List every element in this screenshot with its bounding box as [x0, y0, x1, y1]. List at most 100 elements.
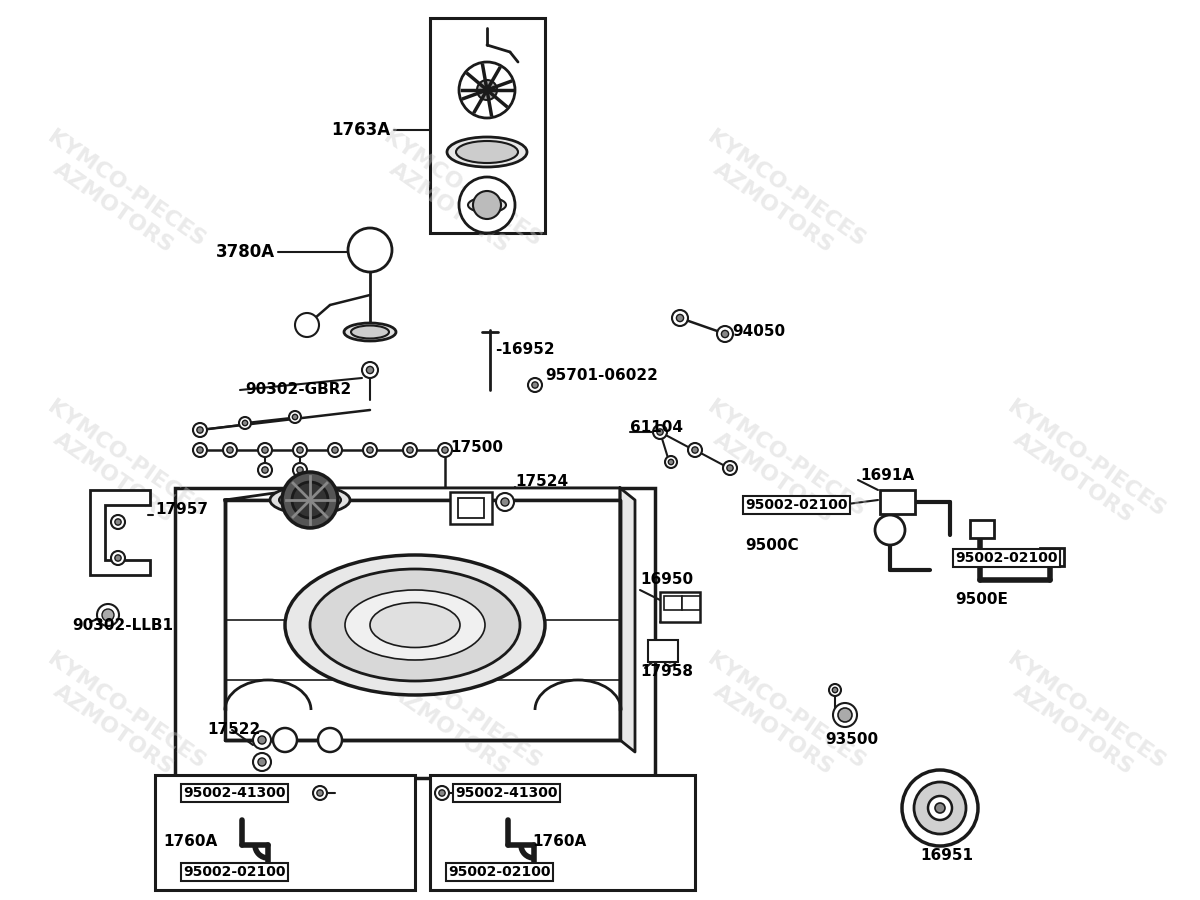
Bar — [430, 775, 695, 890]
Circle shape — [102, 609, 114, 621]
Circle shape — [313, 786, 326, 800]
Circle shape — [438, 443, 452, 457]
Circle shape — [332, 447, 338, 453]
Text: 93500: 93500 — [826, 733, 878, 748]
Ellipse shape — [286, 555, 545, 695]
Text: KYMCO-PIECES
AZMOTORS: KYMCO-PIECES AZMOTORS — [31, 127, 209, 269]
Polygon shape — [620, 488, 635, 752]
Circle shape — [115, 518, 121, 525]
Circle shape — [914, 782, 966, 834]
Text: KYMCO-PIECES
AZMOTORS: KYMCO-PIECES AZMOTORS — [991, 649, 1169, 791]
Text: 1763A: 1763A — [331, 121, 390, 139]
Bar — [450, 492, 492, 524]
Ellipse shape — [352, 326, 389, 338]
Circle shape — [718, 326, 733, 342]
Circle shape — [672, 310, 688, 326]
Text: 17500: 17500 — [450, 439, 503, 454]
Circle shape — [97, 604, 119, 626]
Circle shape — [838, 708, 852, 722]
Polygon shape — [90, 490, 150, 575]
Polygon shape — [226, 488, 620, 500]
Ellipse shape — [270, 486, 350, 514]
Text: 95002-41300: 95002-41300 — [455, 786, 558, 800]
Circle shape — [439, 790, 445, 796]
Circle shape — [665, 456, 677, 468]
Text: KYMCO-PIECES
AZMOTORS: KYMCO-PIECES AZMOTORS — [991, 397, 1169, 539]
Text: 95002-02100: 95002-02100 — [182, 865, 286, 879]
Text: 94050: 94050 — [732, 325, 785, 339]
Circle shape — [223, 443, 238, 457]
Circle shape — [652, 644, 664, 656]
Circle shape — [317, 790, 323, 796]
Text: 17958: 17958 — [640, 664, 694, 680]
Text: 9500E: 9500E — [955, 592, 1008, 608]
Ellipse shape — [278, 490, 341, 510]
Ellipse shape — [370, 602, 460, 647]
Circle shape — [655, 647, 661, 652]
Text: 16950: 16950 — [640, 572, 694, 588]
Circle shape — [328, 443, 342, 457]
Circle shape — [436, 786, 449, 800]
Circle shape — [293, 443, 307, 457]
Circle shape — [721, 330, 728, 338]
Text: KYMCO-PIECES
AZMOTORS: KYMCO-PIECES AZMOTORS — [367, 649, 545, 791]
Circle shape — [829, 684, 841, 696]
Circle shape — [295, 313, 319, 337]
Ellipse shape — [344, 323, 396, 341]
Bar — [458, 498, 484, 518]
Circle shape — [296, 467, 304, 473]
Circle shape — [293, 463, 307, 477]
Circle shape — [833, 703, 857, 727]
Text: KYMCO-PIECES
AZMOTORS: KYMCO-PIECES AZMOTORS — [31, 649, 209, 791]
Text: 95002-02100: 95002-02100 — [448, 865, 551, 879]
Ellipse shape — [468, 197, 506, 212]
Bar — [430, 18, 545, 233]
Circle shape — [289, 411, 301, 423]
Text: 90302-LLB1: 90302-LLB1 — [72, 617, 173, 633]
Circle shape — [407, 447, 413, 453]
Bar — [175, 488, 655, 778]
Circle shape — [367, 447, 373, 453]
Circle shape — [473, 191, 502, 219]
Circle shape — [253, 753, 271, 771]
Circle shape — [239, 417, 251, 429]
Text: 90302-GBR2: 90302-GBR2 — [245, 382, 352, 398]
Circle shape — [532, 382, 538, 388]
Circle shape — [115, 554, 121, 562]
Text: 95002-41300: 95002-41300 — [182, 786, 286, 800]
Text: 17522: 17522 — [208, 723, 260, 737]
Circle shape — [103, 610, 113, 620]
Text: KYMCO-PIECES
AZMOTORS: KYMCO-PIECES AZMOTORS — [691, 127, 869, 269]
Circle shape — [193, 443, 208, 457]
Circle shape — [348, 228, 392, 272]
Circle shape — [677, 314, 684, 321]
Circle shape — [227, 447, 233, 453]
Circle shape — [928, 796, 952, 820]
Ellipse shape — [446, 137, 527, 167]
Circle shape — [282, 472, 338, 528]
Circle shape — [262, 447, 268, 453]
Circle shape — [197, 427, 203, 433]
Circle shape — [688, 443, 702, 457]
Text: 16951: 16951 — [920, 848, 973, 862]
Circle shape — [318, 728, 342, 752]
Circle shape — [274, 728, 298, 752]
Circle shape — [727, 464, 733, 472]
Circle shape — [667, 657, 673, 662]
Circle shape — [293, 414, 298, 419]
Bar — [880, 490, 916, 514]
Circle shape — [258, 736, 266, 744]
Circle shape — [253, 731, 271, 749]
Text: KYMCO-PIECES
AZMOTORS: KYMCO-PIECES AZMOTORS — [691, 649, 869, 791]
Bar — [664, 596, 682, 610]
Circle shape — [197, 447, 203, 453]
Text: 95701-06022: 95701-06022 — [545, 367, 658, 382]
Ellipse shape — [310, 569, 520, 681]
Circle shape — [258, 463, 272, 477]
Circle shape — [500, 498, 509, 506]
Text: KYMCO-PIECES
AZMOTORS: KYMCO-PIECES AZMOTORS — [367, 127, 545, 269]
Text: KYMCO-PIECES
AZMOTORS: KYMCO-PIECES AZMOTORS — [691, 397, 869, 539]
Bar — [682, 596, 700, 610]
Text: 61104: 61104 — [630, 420, 683, 436]
Bar — [1040, 548, 1064, 566]
